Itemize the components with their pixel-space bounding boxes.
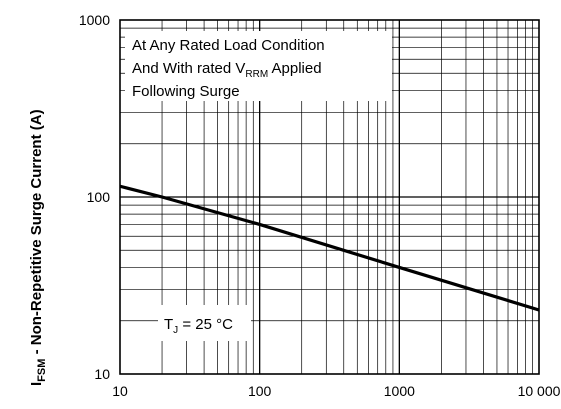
annotation-line-2-prefix: And With rated V: [132, 60, 245, 77]
annotation-line-2-sub: RRM: [245, 69, 268, 80]
annotation-line-2: And With rated VRRM Applied: [132, 60, 322, 80]
y-axis-title-rest: - Non-Repetitive Surge Current (A): [28, 109, 45, 358]
temperature-label-sub: J: [173, 325, 178, 336]
y-tick-label: 100: [87, 189, 111, 205]
y-axis-title-sub: FSM: [36, 359, 48, 382]
y-tick-label: 10: [94, 366, 110, 382]
annotation-line-1: At Any Rated Load Condition: [132, 37, 325, 54]
annotation-line-3: Following Surge: [132, 83, 240, 100]
surge-current-curve: [119, 184, 540, 312]
x-tick-label: 1000: [384, 383, 415, 399]
temperature-label: TJ = 25 °C: [164, 316, 233, 336]
temperature-label-prefix: T: [164, 316, 173, 333]
y-tick-label: 1000: [79, 12, 110, 28]
annotation-box-bg: [125, 31, 392, 101]
temperature-label-bg: [158, 305, 251, 341]
y-axis-title: IFSM - Non-Repetitive Surge Current (A): [28, 109, 48, 386]
condition-annotation: At Any Rated Load Condition And With rat…: [125, 31, 392, 101]
x-tick-labels: 10 100 1000 10 000: [112, 383, 560, 399]
annotation-line-2-suffix: Applied: [268, 60, 321, 77]
temperature-annotation: TJ = 25 °C: [158, 305, 251, 341]
x-tick-label: 100: [248, 383, 272, 399]
x-tick-label: 10: [112, 383, 128, 399]
x-tick-label: 10 000: [518, 383, 561, 399]
y-tick-labels: 10 100 1000: [79, 12, 110, 382]
temperature-label-suffix: = 25 °C: [178, 316, 233, 333]
series-layer: [119, 184, 540, 312]
plot-frame: [119, 19, 540, 375]
y-axis-title-main: I: [28, 382, 45, 386]
